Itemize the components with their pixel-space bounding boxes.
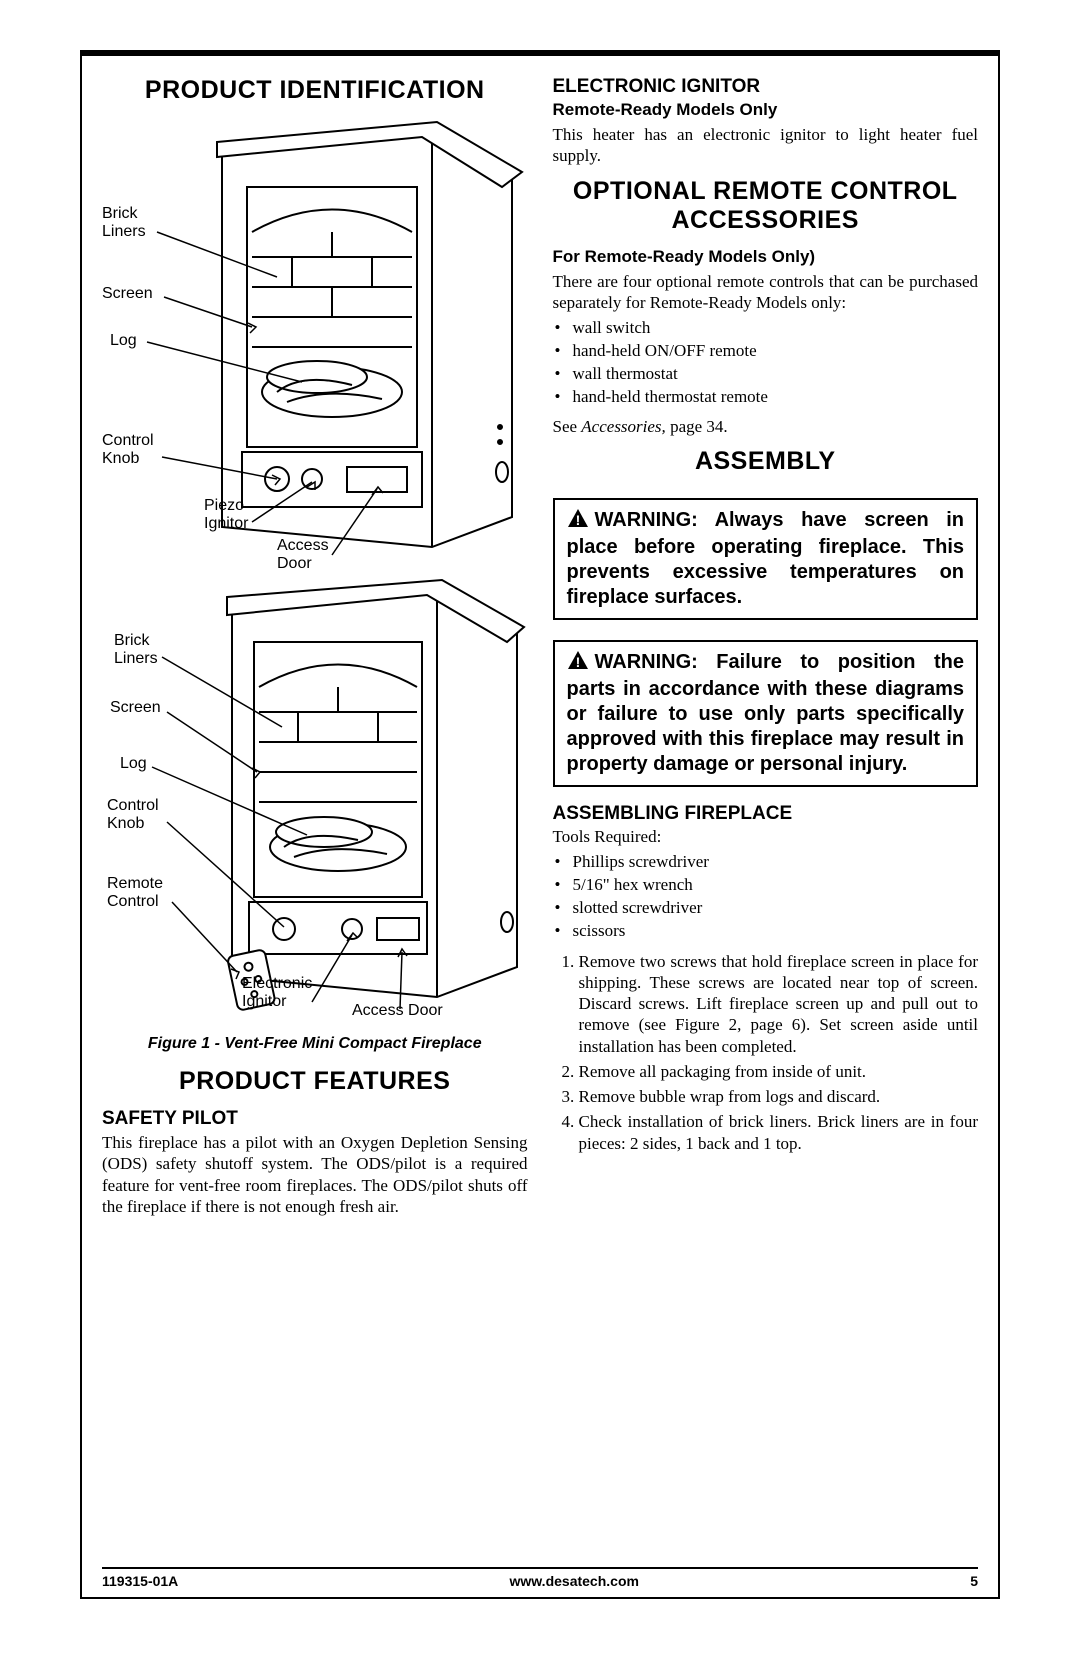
heading-electronic-ignitor: ELECTRONIC IGNITOR bbox=[553, 76, 979, 98]
label-access-door: Access Door bbox=[277, 537, 329, 572]
left-column: PRODUCT IDENTIFICATION bbox=[102, 76, 528, 1547]
list-item: wall thermostat bbox=[573, 363, 979, 386]
step-item: Remove two screws that hold fireplace sc… bbox=[579, 951, 979, 1057]
label2-control-knob: Control Knob bbox=[107, 797, 159, 832]
label-log: Log bbox=[110, 332, 137, 350]
warning-2-text: WARNING: Failure to position the parts i… bbox=[567, 651, 965, 775]
step-item: Remove bubble wrap from logs and discard… bbox=[579, 1086, 979, 1107]
label-screen: Screen bbox=[102, 285, 153, 303]
label2-log: Log bbox=[120, 755, 147, 773]
diagram-fireplace-top: Brick Liners Screen Log Control Knob Pie… bbox=[102, 117, 528, 577]
warning-1-text: WARNING: Always have screen in place bef… bbox=[567, 509, 965, 608]
optional-remote-subtitle: For Remote-Ready Models Only) bbox=[553, 247, 979, 267]
footer-page-number: 5 bbox=[970, 1573, 978, 1589]
optional-remote-body: There are four optional remote controls … bbox=[553, 271, 979, 314]
list-item: 5/16" hex wrench bbox=[573, 874, 979, 897]
heading-product-identification: PRODUCT IDENTIFICATION bbox=[102, 76, 528, 105]
heading-product-features: PRODUCT FEATURES bbox=[102, 1067, 528, 1096]
diagram-fireplace-bottom: Brick Liners Screen Log Control Knob Rem… bbox=[102, 577, 528, 1027]
warning-box-2: ! WARNING: Failure to position the parts… bbox=[553, 640, 979, 787]
label-control-knob: Control Knob bbox=[102, 432, 154, 467]
svg-text:!: ! bbox=[575, 512, 580, 528]
tools-list: Phillips screwdriver 5/16" hex wrench sl… bbox=[553, 851, 979, 943]
label-piezo-ignitor: Piezo Ignitor bbox=[204, 497, 248, 532]
step-item: Check installation of brick liners. Bric… bbox=[579, 1111, 979, 1154]
footer-doc-id: 119315-01A bbox=[102, 1573, 178, 1589]
electronic-ignitor-body: This heater has an electronic ignitor to… bbox=[553, 124, 979, 167]
warning-box-1: ! WARNING: Always have screen in place b… bbox=[553, 498, 979, 620]
tools-required-label: Tools Required: bbox=[553, 827, 979, 847]
heading-optional-remote: OPTIONAL REMOTE CONTROL ACCESSORIES bbox=[553, 177, 979, 235]
heading-assembly: ASSEMBLY bbox=[553, 447, 979, 476]
svg-text:!: ! bbox=[575, 654, 580, 670]
heading-safety-pilot: SAFETY PILOT bbox=[102, 1108, 528, 1130]
list-item: scissors bbox=[573, 920, 979, 943]
list-item: Phillips screwdriver bbox=[573, 851, 979, 874]
label-brick-liners: Brick Liners bbox=[102, 205, 146, 240]
list-item: hand-held ON/OFF remote bbox=[573, 340, 979, 363]
electronic-ignitor-subtitle: Remote-Ready Models Only bbox=[553, 100, 979, 120]
optional-remote-list: wall switch hand-held ON/OFF remote wall… bbox=[553, 317, 979, 409]
footer-url: www.desatech.com bbox=[510, 1573, 639, 1589]
label2-remote-control: Remote Control bbox=[107, 875, 163, 910]
figure-1-caption: Figure 1 - Vent-Free Mini Compact Firepl… bbox=[102, 1035, 528, 1053]
heading-assembling-fireplace: ASSEMBLING FIREPLACE bbox=[553, 803, 979, 825]
right-column: ELECTRONIC IGNITOR Remote-Ready Models O… bbox=[553, 76, 979, 1547]
list-item: hand-held thermostat remote bbox=[573, 386, 979, 409]
warning-icon: ! bbox=[567, 508, 589, 535]
see-accessories: See Accessories, page 34. bbox=[553, 417, 979, 437]
label2-screen: Screen bbox=[110, 699, 161, 717]
list-item: slotted screwdriver bbox=[573, 897, 979, 920]
label2-electronic-ignitor: Electronic Ignitor bbox=[242, 975, 312, 1010]
assembly-steps: Remove two screws that hold fireplace sc… bbox=[553, 951, 979, 1158]
safety-pilot-body: This fireplace has a pilot with an Oxyge… bbox=[102, 1132, 528, 1217]
step-item: Remove all packaging from inside of unit… bbox=[579, 1061, 979, 1082]
label2-access-door: Access Door bbox=[352, 1002, 443, 1020]
page-footer: 119315-01A www.desatech.com 5 bbox=[102, 1567, 978, 1589]
list-item: wall switch bbox=[573, 317, 979, 340]
label2-brick-liners: Brick Liners bbox=[114, 632, 158, 667]
warning-icon: ! bbox=[567, 650, 589, 677]
